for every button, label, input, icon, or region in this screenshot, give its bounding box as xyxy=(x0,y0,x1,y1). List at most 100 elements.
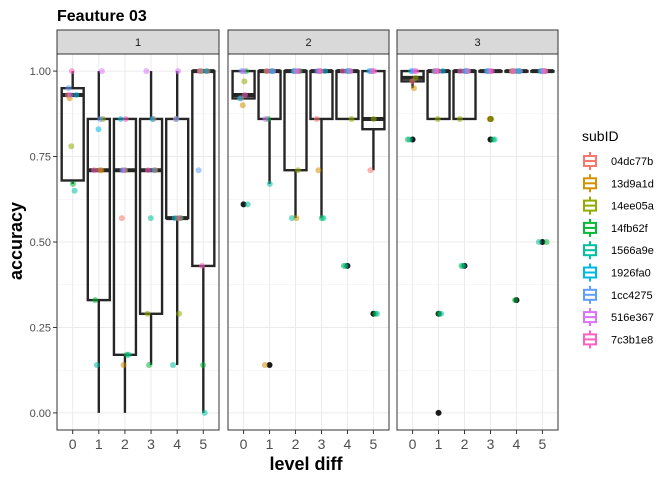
data-point xyxy=(512,297,519,304)
facet-panel-1: 1 0 1 2 3 4 5 xyxy=(56,29,220,452)
data-point xyxy=(144,310,151,317)
data-point xyxy=(288,215,295,222)
data-point xyxy=(149,115,156,122)
data-point xyxy=(320,215,327,222)
legend-label: 14ee05a xyxy=(611,201,655,213)
x-tick-label: 3 xyxy=(487,436,495,452)
data-point xyxy=(170,362,177,369)
x-tick-label: 5 xyxy=(539,436,547,452)
x-tick-label: 1 xyxy=(435,436,443,452)
y-axis-title: accuracy xyxy=(6,202,26,280)
legend-item: 1cc4275 xyxy=(583,285,653,304)
data-point xyxy=(465,68,472,75)
data-point xyxy=(93,362,100,369)
data-point xyxy=(434,115,441,122)
facet-strip-label: 3 xyxy=(474,37,480,49)
data-point xyxy=(143,68,150,75)
x-axis-title: level diff xyxy=(269,454,343,474)
data-point xyxy=(413,68,420,75)
x-tick-label: 5 xyxy=(370,436,378,452)
data-point xyxy=(68,68,75,75)
data-point xyxy=(176,215,183,222)
data-point xyxy=(203,68,210,75)
x-tick-label: 2 xyxy=(292,436,300,452)
legend-item: 13d9a1d xyxy=(583,174,654,193)
data-point xyxy=(294,167,301,174)
data-point xyxy=(439,68,446,75)
facets-layer: 1 0 1 2 3 4 5 2 0 1 2 3 4 5 3 0 1 2 3 4 5 xyxy=(56,29,559,452)
legend-item: 516e367 xyxy=(583,308,654,327)
data-point xyxy=(262,115,269,122)
box-outlier xyxy=(240,201,247,208)
box-outlier xyxy=(266,362,273,369)
legend-item: 7c3b1e8 xyxy=(583,330,653,349)
x-tick-label: 5 xyxy=(199,436,207,452)
data-point xyxy=(147,215,154,222)
data-point xyxy=(91,167,98,174)
data-point xyxy=(491,136,498,143)
facet-strip-label: 1 xyxy=(135,37,141,49)
facet-strip xyxy=(396,29,559,55)
data-point xyxy=(412,74,419,81)
x-tick-label: 0 xyxy=(240,436,248,452)
data-point xyxy=(488,68,495,75)
data-point xyxy=(510,68,517,75)
legend-label: 516e367 xyxy=(611,312,654,324)
data-point xyxy=(317,68,324,75)
data-point xyxy=(65,85,72,92)
facet-panel-3: 3 0 1 2 3 4 5 xyxy=(396,29,559,452)
data-point xyxy=(97,115,104,122)
data-point xyxy=(145,167,152,174)
facet-strip xyxy=(227,29,390,55)
data-point xyxy=(367,167,374,174)
data-point xyxy=(176,310,183,317)
legend-label: 1cc4275 xyxy=(611,290,653,302)
y-tick-label: 1.00 xyxy=(30,66,51,78)
data-point xyxy=(173,115,180,122)
legend-item: 04dc77b xyxy=(583,152,653,170)
data-point xyxy=(151,167,158,174)
data-point xyxy=(542,68,549,75)
legend-item: 14ee05a xyxy=(583,196,655,215)
data-point xyxy=(92,297,99,304)
data-point xyxy=(95,126,102,133)
facet-strip xyxy=(56,29,220,55)
facet-panel-2: 2 0 1 2 3 4 5 xyxy=(227,29,390,452)
data-point xyxy=(517,68,524,75)
data-point xyxy=(241,92,248,99)
data-point xyxy=(200,362,207,369)
data-point xyxy=(313,115,320,122)
data-point xyxy=(457,68,464,75)
data-point xyxy=(370,115,377,122)
x-tick-label: 4 xyxy=(173,436,181,452)
data-point xyxy=(543,239,550,245)
data-point xyxy=(342,262,349,269)
legend-label: 13d9a1d xyxy=(611,178,654,190)
data-point xyxy=(117,115,124,122)
data-point xyxy=(201,409,208,416)
y-tick-label: 0.25 xyxy=(30,322,51,334)
legend-label: 1926fa0 xyxy=(611,268,651,280)
data-point xyxy=(198,262,205,269)
x-tick-label: 0 xyxy=(69,436,77,452)
data-point xyxy=(264,68,271,75)
data-point xyxy=(347,68,354,75)
data-point xyxy=(73,92,80,99)
data-point xyxy=(322,68,329,75)
data-point xyxy=(266,180,273,187)
data-point xyxy=(293,215,300,222)
data-point xyxy=(118,215,125,222)
legend-item: 1926fa0 xyxy=(583,263,651,282)
data-point xyxy=(244,201,251,208)
legend: subID 04dc77b 13d9a1d 14ee05a 14fb62f 1566a9… xyxy=(582,128,655,349)
data-point xyxy=(438,310,445,317)
data-point xyxy=(371,68,378,75)
y-tick-label: 0.50 xyxy=(30,237,51,249)
data-point xyxy=(68,143,75,150)
data-point xyxy=(315,167,322,174)
box-outlier xyxy=(435,409,442,416)
x-tick-label: 4 xyxy=(344,436,352,452)
data-point xyxy=(270,68,277,75)
data-point xyxy=(348,115,355,122)
legend-label: 7c3b1e8 xyxy=(611,334,653,346)
